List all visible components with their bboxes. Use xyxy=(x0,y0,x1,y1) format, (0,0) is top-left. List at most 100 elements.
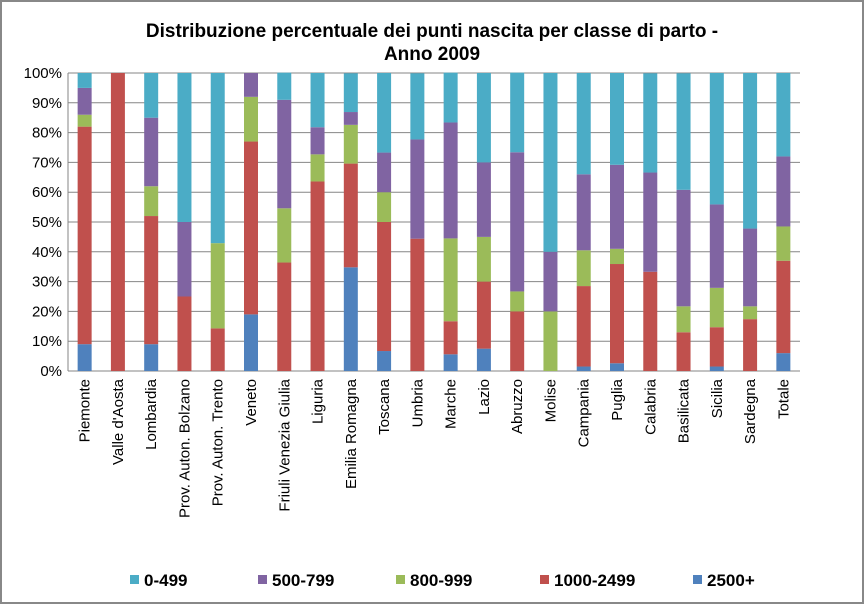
bar-segment xyxy=(709,327,724,367)
bar-segment xyxy=(277,262,292,371)
y-tick-label: 10% xyxy=(32,333,62,350)
bar-segment xyxy=(277,99,292,209)
bar-segment xyxy=(377,152,392,193)
legend-swatch xyxy=(396,575,405,584)
chart-title: Distribuzione percentuale dei punti nasc… xyxy=(146,21,718,42)
bar-segment xyxy=(709,204,724,288)
bar-segment xyxy=(410,238,425,371)
bar-segment xyxy=(709,287,724,328)
bar-segment xyxy=(709,73,724,205)
x-tick-label: Totale xyxy=(775,379,792,419)
y-tick-label: 70% xyxy=(32,154,62,171)
legend-swatch xyxy=(540,575,549,584)
bar-segment xyxy=(377,351,392,371)
bar-segment xyxy=(576,73,591,175)
bar-segment xyxy=(776,73,791,157)
bar-segment xyxy=(343,112,358,125)
x-tick-label: Emilia Romagna xyxy=(343,378,360,489)
bar-segment xyxy=(643,271,658,371)
x-tick-label: Friuli Venezia Giulia xyxy=(276,378,293,511)
bar-segment xyxy=(310,127,325,155)
bar-segment xyxy=(776,156,791,227)
bar-segment xyxy=(377,73,392,153)
bar-segment xyxy=(443,238,458,322)
y-tick-label: 0% xyxy=(40,363,62,380)
bar-segment xyxy=(244,73,258,97)
bar-segment xyxy=(743,306,758,320)
y-tick-label: 80% xyxy=(32,125,62,142)
bar-segment xyxy=(177,222,192,297)
x-tick-label: Marche xyxy=(443,379,460,429)
bar-segment xyxy=(776,353,791,371)
x-tick-label: Umbria xyxy=(409,378,426,427)
legend-label: 2500+ xyxy=(707,571,755,590)
bar-segment xyxy=(543,73,558,252)
bar-segment xyxy=(77,73,92,88)
bar-segment xyxy=(410,139,425,239)
x-tick-label: Basilicata xyxy=(676,378,693,443)
bar-segment xyxy=(144,73,159,118)
bar-segment xyxy=(610,164,624,249)
bar-segment xyxy=(510,72,525,153)
bar-segment xyxy=(343,267,358,371)
bar-segment xyxy=(709,366,724,371)
bar-segment xyxy=(776,226,791,261)
bar-segment xyxy=(77,114,92,127)
bar-segment xyxy=(144,216,159,345)
bar-segment xyxy=(610,73,624,165)
x-tick-label: Campania xyxy=(576,378,593,447)
x-tick-label: Prov. Auton. Trento xyxy=(210,379,227,506)
x-tick-label: Sardegna xyxy=(742,378,759,444)
bar-segment xyxy=(210,73,225,244)
bar-segment xyxy=(343,73,358,113)
y-tick-label: 20% xyxy=(32,303,62,320)
bar-segment xyxy=(610,264,624,364)
bar-segment xyxy=(443,72,458,123)
x-tick-label: Calabria xyxy=(642,378,659,435)
bar-segment xyxy=(177,73,192,222)
bar-segment xyxy=(476,281,491,349)
x-tick-label: Veneto xyxy=(243,379,260,426)
bar-segment xyxy=(244,314,258,371)
bar-segment xyxy=(343,124,358,164)
x-tick-label: Piemonte xyxy=(77,379,94,442)
bar-segment xyxy=(77,344,92,371)
bar-segment xyxy=(343,163,358,268)
bar-segment xyxy=(244,96,258,142)
bar-segment xyxy=(643,73,658,173)
bar-segment xyxy=(543,251,558,312)
legend-swatch xyxy=(258,575,267,584)
y-tick-label: 30% xyxy=(32,274,62,291)
bar-segment xyxy=(177,296,192,371)
bar-segment xyxy=(77,126,92,345)
bar-segment xyxy=(144,344,159,371)
legend-label: 1000-2499 xyxy=(554,571,635,590)
y-tick-label: 50% xyxy=(32,214,62,231)
bar-segment xyxy=(443,354,458,371)
bar-segment xyxy=(476,348,491,371)
y-tick-label: 40% xyxy=(32,244,62,261)
bar-segment xyxy=(510,152,525,292)
legend-swatch xyxy=(693,575,702,584)
y-tick-label: 90% xyxy=(32,95,62,112)
x-tick-label: Molise xyxy=(542,379,559,422)
bar-segment xyxy=(743,319,758,371)
bar-segment xyxy=(443,122,458,239)
bar-segment xyxy=(776,260,791,354)
bar-segment xyxy=(510,311,525,371)
y-tick-label: 100% xyxy=(24,65,62,82)
x-tick-label: Toscana xyxy=(376,378,393,435)
x-tick-label: Lazio xyxy=(476,379,493,415)
bar-segment xyxy=(476,162,491,237)
bar-segment xyxy=(676,189,691,307)
legend-swatch xyxy=(130,575,139,584)
bar-segment xyxy=(77,87,92,115)
x-tick-label: Lombardia xyxy=(143,378,160,450)
bar-segment xyxy=(576,286,591,367)
x-tick-label: Valle d'Aosta xyxy=(110,378,127,465)
bar-segment xyxy=(676,306,691,333)
legend-label: 800-999 xyxy=(410,571,472,590)
